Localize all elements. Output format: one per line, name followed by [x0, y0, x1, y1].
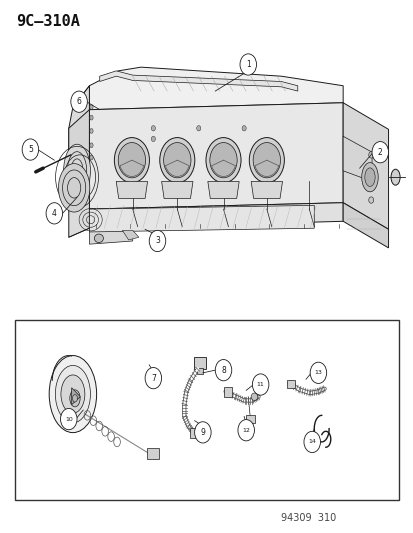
Ellipse shape — [118, 142, 145, 178]
Polygon shape — [89, 67, 342, 110]
Polygon shape — [89, 103, 342, 209]
Ellipse shape — [364, 168, 374, 187]
Ellipse shape — [49, 356, 96, 433]
Ellipse shape — [64, 144, 90, 197]
Circle shape — [22, 139, 38, 160]
Circle shape — [215, 360, 231, 381]
Polygon shape — [342, 203, 388, 248]
Polygon shape — [69, 110, 89, 209]
Polygon shape — [100, 71, 297, 91]
Ellipse shape — [251, 393, 257, 400]
Text: 3: 3 — [155, 237, 159, 246]
Circle shape — [46, 203, 62, 224]
Circle shape — [145, 368, 161, 389]
Ellipse shape — [252, 142, 280, 178]
Polygon shape — [342, 103, 388, 229]
Text: 4: 4 — [52, 209, 57, 218]
Ellipse shape — [159, 138, 195, 183]
Circle shape — [149, 230, 165, 252]
Circle shape — [60, 408, 77, 430]
Bar — [193, 357, 206, 368]
Ellipse shape — [90, 104, 93, 109]
Ellipse shape — [55, 366, 90, 423]
Circle shape — [240, 54, 256, 75]
Text: 14: 14 — [308, 439, 316, 445]
Bar — [246, 415, 255, 423]
Ellipse shape — [114, 138, 149, 183]
Text: 6: 6 — [76, 97, 81, 106]
Circle shape — [71, 91, 87, 112]
Polygon shape — [71, 387, 80, 405]
Circle shape — [303, 431, 320, 453]
Ellipse shape — [151, 136, 155, 142]
Ellipse shape — [70, 390, 80, 407]
Polygon shape — [69, 86, 89, 237]
Polygon shape — [207, 181, 239, 198]
Bar — [223, 387, 231, 397]
Ellipse shape — [163, 142, 190, 178]
Circle shape — [237, 419, 254, 441]
Polygon shape — [122, 230, 139, 240]
Circle shape — [194, 422, 211, 443]
Text: 8: 8 — [221, 366, 225, 375]
Ellipse shape — [206, 138, 240, 183]
Ellipse shape — [90, 155, 93, 160]
Ellipse shape — [361, 163, 377, 192]
Ellipse shape — [67, 177, 81, 198]
Ellipse shape — [90, 115, 93, 120]
Text: 1: 1 — [245, 60, 250, 69]
Ellipse shape — [196, 126, 200, 131]
Polygon shape — [116, 181, 147, 198]
Polygon shape — [89, 203, 342, 228]
Circle shape — [371, 142, 388, 163]
Ellipse shape — [90, 143, 93, 148]
Text: 5: 5 — [28, 145, 33, 154]
Polygon shape — [89, 225, 133, 244]
Text: 13: 13 — [314, 370, 322, 375]
Text: 10: 10 — [65, 417, 72, 422]
Text: 94309  310: 94309 310 — [280, 513, 336, 523]
Ellipse shape — [368, 183, 373, 190]
Ellipse shape — [368, 197, 373, 203]
Bar — [287, 380, 294, 387]
Ellipse shape — [62, 170, 85, 206]
Ellipse shape — [67, 152, 86, 190]
Text: 9: 9 — [200, 428, 205, 437]
Ellipse shape — [390, 169, 399, 185]
Bar — [190, 428, 202, 438]
Bar — [147, 448, 158, 459]
Circle shape — [309, 362, 326, 383]
Ellipse shape — [209, 142, 237, 178]
Ellipse shape — [242, 126, 246, 131]
Polygon shape — [342, 136, 371, 181]
Ellipse shape — [58, 164, 90, 212]
Bar — [15, 320, 398, 500]
Text: 9C–310A: 9C–310A — [17, 14, 80, 29]
Ellipse shape — [249, 138, 284, 183]
Text: 7: 7 — [151, 374, 155, 383]
Text: 2: 2 — [377, 148, 382, 157]
Ellipse shape — [368, 152, 373, 158]
Bar — [197, 368, 202, 374]
Ellipse shape — [71, 159, 83, 183]
Polygon shape — [161, 181, 192, 198]
Ellipse shape — [94, 234, 103, 243]
Circle shape — [252, 374, 268, 395]
Polygon shape — [89, 205, 313, 232]
Ellipse shape — [151, 126, 155, 131]
Text: 11: 11 — [256, 382, 264, 387]
Ellipse shape — [90, 128, 93, 133]
Polygon shape — [251, 181, 282, 198]
Text: 12: 12 — [242, 428, 249, 433]
Ellipse shape — [72, 394, 77, 402]
Ellipse shape — [368, 167, 373, 174]
Ellipse shape — [61, 375, 85, 413]
